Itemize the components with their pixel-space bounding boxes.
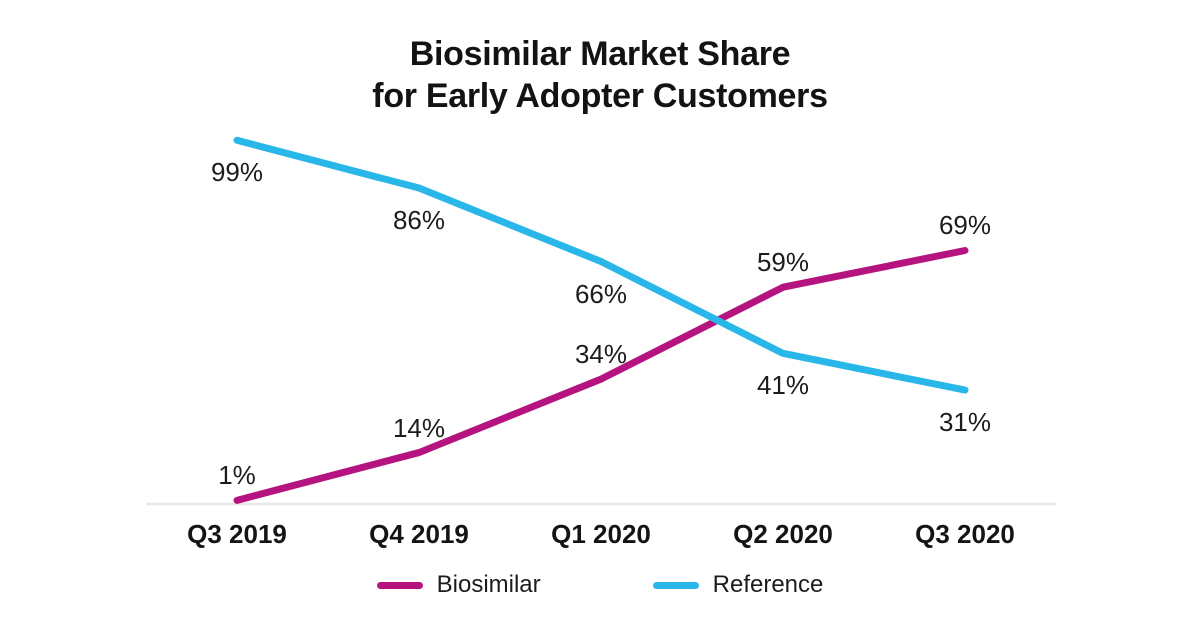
value-label-biosimilar-q4-2019: 14% <box>392 412 446 443</box>
legend-label-reference: Reference <box>712 571 824 598</box>
value-label-reference-q3-2019: 99% <box>210 157 264 188</box>
value-label-reference-q1-2020: 66% <box>574 278 628 309</box>
chart-title-line-2: for Early Adopter Customers <box>372 77 828 115</box>
legend-label-biosimilar: Biosimilar <box>436 571 541 598</box>
x-axis-label-q3-2020: Q3 2020 <box>915 519 1015 549</box>
value-label-biosimilar-q2-2020: 59% <box>756 247 810 278</box>
series-line-biosimilar <box>233 246 969 504</box>
x-axis-label-q3-2019: Q3 2019 <box>187 519 287 549</box>
series-line-reference <box>233 136 969 394</box>
x-axis-label-q4-2019: Q4 2019 <box>369 519 469 549</box>
chart-title: Biosimilar Market Share for Early Adopte… <box>0 33 1200 117</box>
value-label-biosimilar-q3-2019: 1% <box>218 460 256 491</box>
x-axis-label-q1-2020: Q1 2020 <box>551 519 651 549</box>
value-label-reference-q3-2020: 31% <box>938 407 992 438</box>
legend: Biosimilar Reference <box>0 571 1200 599</box>
value-label-biosimilar-q1-2020: 34% <box>574 339 628 370</box>
x-axis-label-q2-2020: Q2 2020 <box>733 519 833 549</box>
value-label-biosimilar-q3-2020: 69% <box>938 210 992 241</box>
legend-item-reference: Reference <box>652 571 824 599</box>
legend-line-swatch-reference <box>652 581 699 589</box>
legend-item-biosimilar: Biosimilar <box>376 571 541 599</box>
value-label-reference-q4-2019: 86% <box>392 205 446 236</box>
value-label-reference-q2-2020: 41% <box>756 370 810 401</box>
chart-title-line-1: Biosimilar Market Share <box>409 35 791 73</box>
legend-line-swatch-biosimilar <box>376 581 423 589</box>
